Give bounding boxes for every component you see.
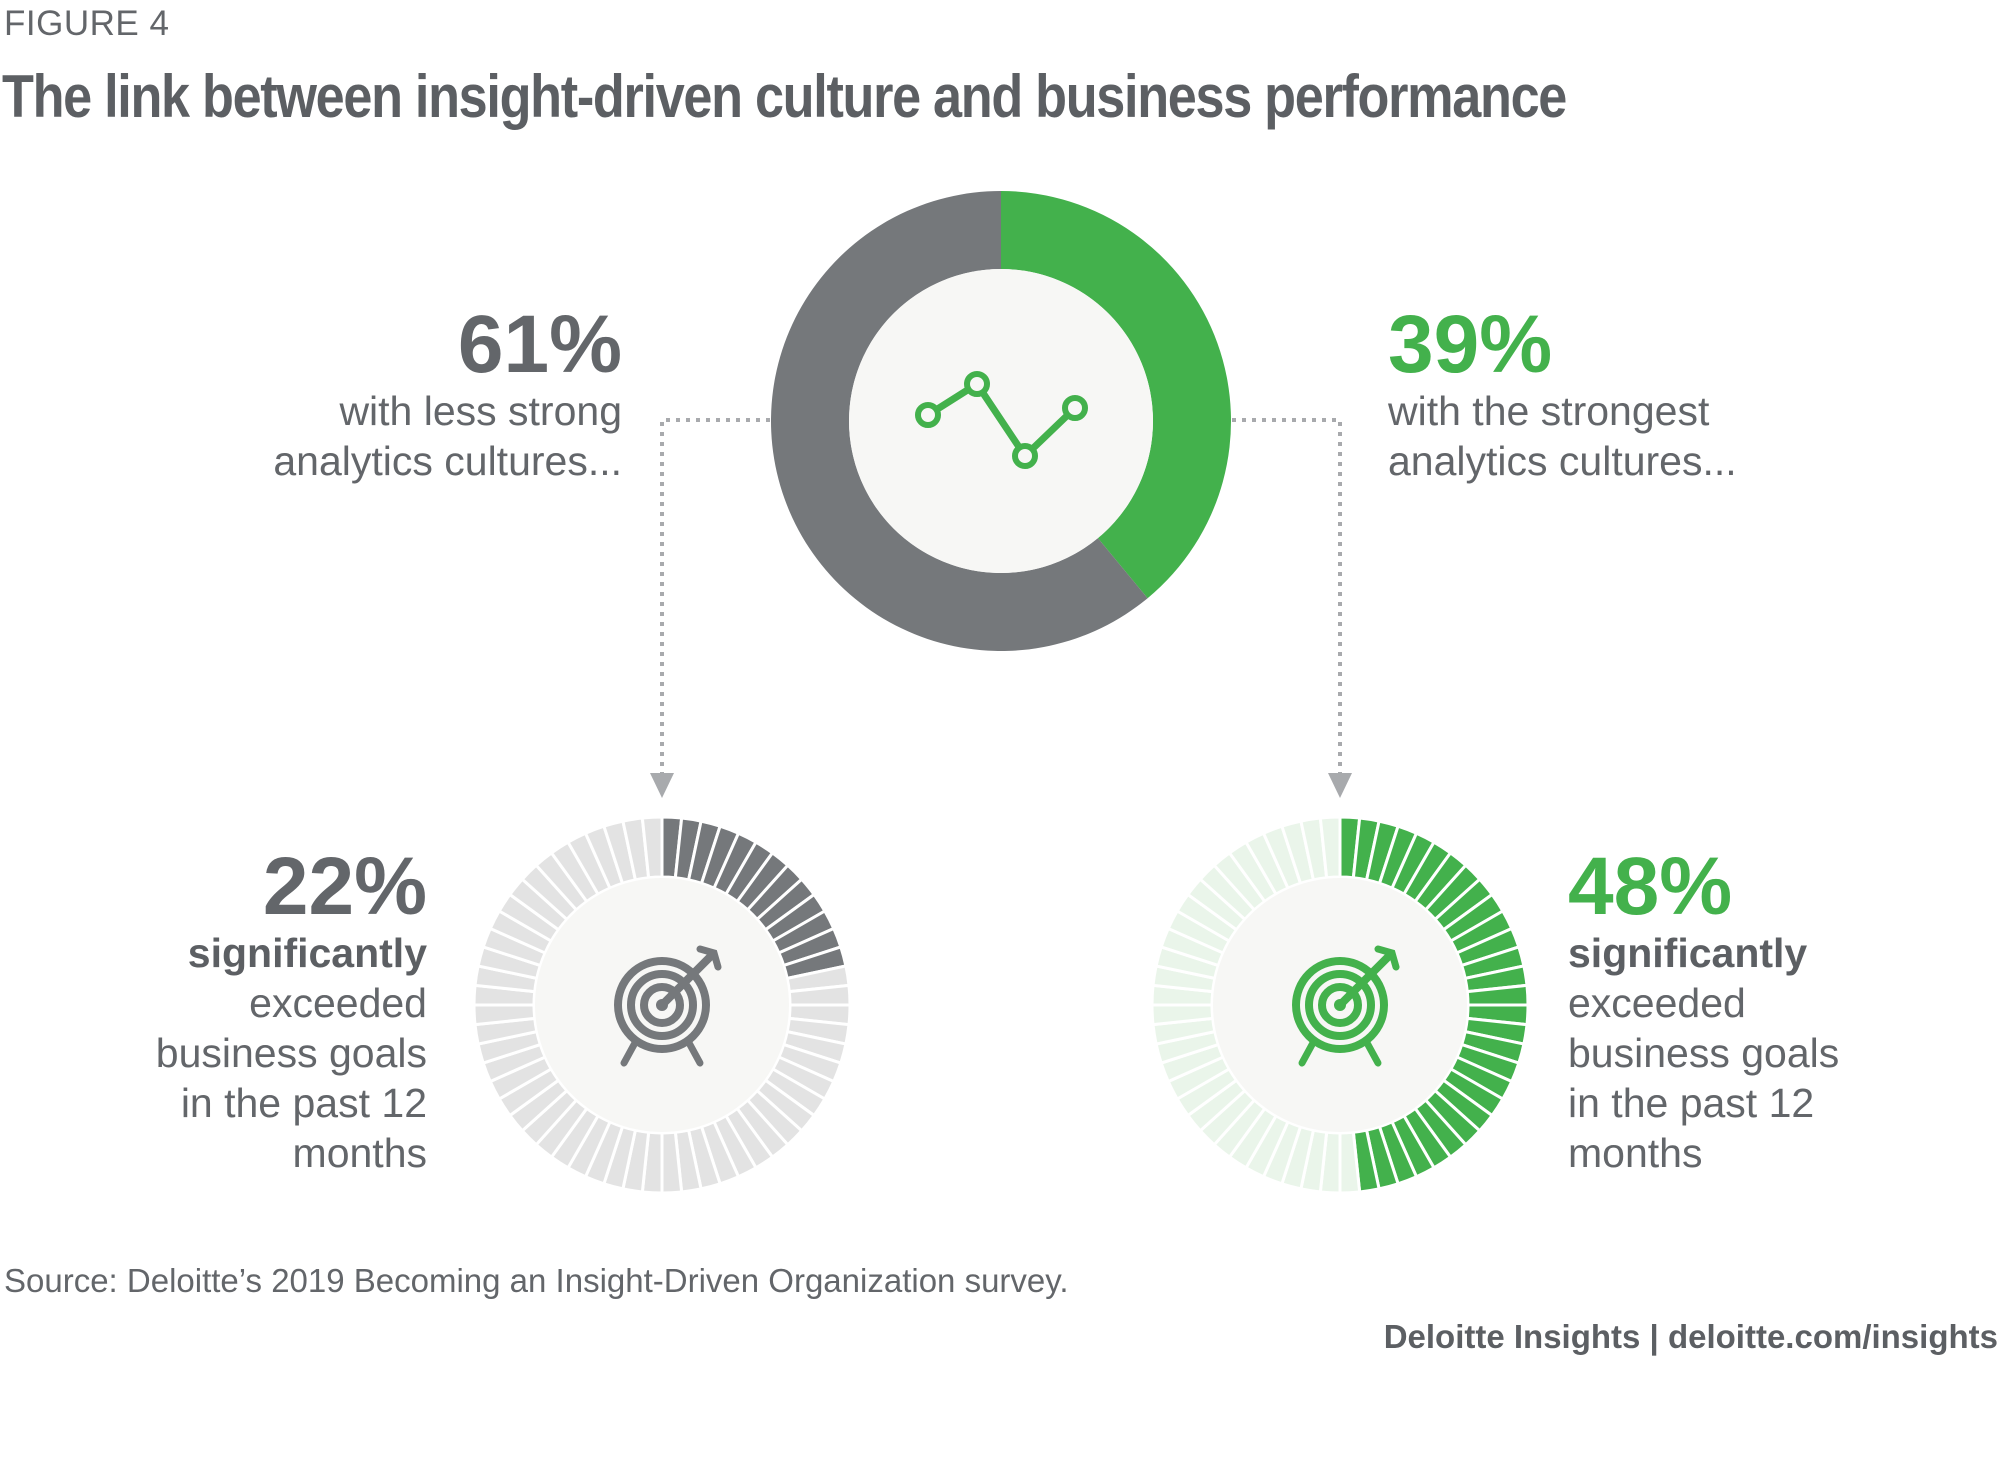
donut-slice-less-strong bbox=[770, 191, 1148, 651]
target-arrow-fletch bbox=[696, 945, 722, 971]
stat-right-line2: analytics cultures... bbox=[1388, 438, 1737, 484]
result-right-bold: significantly bbox=[1568, 930, 1808, 976]
target-icon bbox=[614, 945, 722, 1067]
result-right-line3: in the past 12 bbox=[1568, 1080, 1815, 1126]
result-left-line3: in the past 12 bbox=[180, 1080, 427, 1126]
result-right: 48% significantly exceeded business goal… bbox=[1568, 846, 1988, 1178]
gauge-chart-right bbox=[1150, 815, 1530, 1195]
target-leg-left bbox=[620, 1037, 640, 1067]
target-ring bbox=[627, 970, 697, 1040]
target-leg-left bbox=[1298, 1037, 1318, 1067]
target-ring bbox=[614, 957, 710, 1053]
connector-lines bbox=[650, 418, 1352, 798]
target-leg-right bbox=[1362, 1037, 1382, 1067]
stat-left-value: 61% bbox=[457, 299, 622, 390]
target-arrow-fletch bbox=[1374, 945, 1400, 971]
stat-left: 61% with less strong analytics cultures.… bbox=[102, 304, 622, 486]
result-left-bold: significantly bbox=[187, 930, 427, 976]
stat-right-value: 39% bbox=[1388, 299, 1553, 390]
connector-left bbox=[660, 418, 770, 780]
result-right-value: 48% bbox=[1568, 841, 1733, 932]
connector-right-arrow bbox=[1328, 773, 1352, 798]
target-ring bbox=[1292, 957, 1388, 1053]
target-leg-right bbox=[684, 1037, 704, 1067]
target-arrow-shaft bbox=[658, 953, 714, 1009]
result-left-value: 22% bbox=[262, 841, 427, 932]
stat-right-line1: with the strongest bbox=[1388, 388, 1710, 434]
donut-slice-strongest bbox=[1001, 191, 1232, 599]
stat-left-line1: with less strong bbox=[339, 388, 622, 434]
result-right-line2: business goals bbox=[1568, 1030, 1840, 1076]
figure-label: FIGURE 4 bbox=[4, 4, 170, 43]
footer-brand: Deloitte Insights | deloitte.com/insight… bbox=[1383, 1318, 1998, 1355]
result-left-line2: business goals bbox=[155, 1030, 427, 1076]
result-left: 22% significantly exceeded business goal… bbox=[7, 846, 427, 1178]
line-chart-icon bbox=[915, 371, 1088, 469]
connector-left-arrow bbox=[650, 773, 674, 798]
source-note: Source: Deloitte’s 2019 Becoming an Insi… bbox=[4, 1262, 1069, 1299]
target-icon bbox=[1292, 945, 1400, 1067]
result-left-line1: exceeded bbox=[249, 980, 427, 1026]
gauge-segment-empty bbox=[640, 815, 664, 880]
result-left-line4: months bbox=[292, 1130, 427, 1176]
page-title: The link between insight-driven culture … bbox=[2, 63, 1567, 130]
target-ring bbox=[1318, 983, 1362, 1027]
target-ring bbox=[640, 983, 684, 1027]
result-right-line1: exceeded bbox=[1568, 980, 1746, 1026]
stat-right: 39% with the strongest analytics culture… bbox=[1388, 304, 1948, 486]
gauge-segment-empty bbox=[1318, 815, 1342, 880]
target-arrow-shaft bbox=[1336, 953, 1392, 1009]
result-right-line4: months bbox=[1568, 1130, 1703, 1176]
target-ring bbox=[1305, 970, 1375, 1040]
stat-left-line2: analytics cultures... bbox=[273, 438, 622, 484]
connector-right bbox=[1232, 418, 1342, 780]
